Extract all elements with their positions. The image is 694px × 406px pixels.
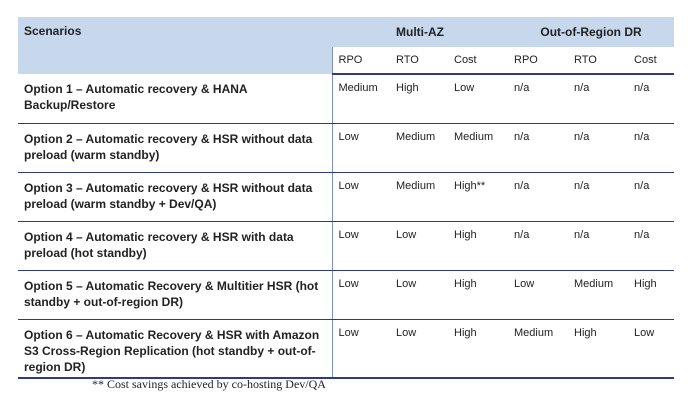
table-cell: n/a — [508, 74, 569, 124]
table-cell: Low — [331, 221, 390, 271]
option-label: Option 3 – Automatic recovery & HSR with… — [18, 172, 332, 222]
table-cell: n/a — [508, 172, 569, 222]
subheader-cost: Cost — [448, 47, 509, 75]
table-cell: Low — [331, 123, 390, 173]
table-cell: Medium — [568, 270, 629, 320]
header-multi-az: Multi-AZ — [332, 17, 509, 47]
header-out-of-region-dr: Out-of-Region DR — [508, 17, 675, 47]
subheader-rpo: RPO — [508, 47, 569, 75]
table-cell: n/a — [628, 172, 675, 222]
table-cell: High — [390, 74, 448, 124]
table-cell: n/a — [568, 172, 629, 222]
table-cell: Low — [628, 319, 675, 379]
subheader-rto: RTO — [568, 47, 629, 75]
table-row: Option 5 – Automatic Recovery & Multitie… — [18, 270, 675, 320]
table-cell: Low — [390, 319, 448, 379]
table-cell: High — [568, 319, 629, 379]
table-cell: Medium — [331, 74, 390, 124]
table-cell: High — [448, 270, 509, 320]
table-row: Option 4 – Automatic recovery & HSR with… — [18, 221, 675, 271]
subheader-rto: RTO — [390, 47, 448, 75]
option-label: Option 2 – Automatic recovery & HSR with… — [18, 123, 332, 173]
table-cell: Medium — [390, 123, 448, 173]
table-row: Option 3 – Automatic recovery & HSR with… — [18, 172, 675, 222]
header-scenarios: Scenarios — [18, 17, 332, 74]
table-cell: High — [448, 319, 509, 379]
table-cell: n/a — [628, 221, 675, 271]
table-cell: Medium — [390, 172, 448, 222]
footnote: ** Cost savings achieved by co-hosting D… — [92, 377, 326, 391]
dr-scenarios-table: Scenarios Multi-AZ Out-of-Region DR RPO … — [18, 17, 675, 379]
table-cell: Low — [508, 270, 569, 320]
table-cell: n/a — [628, 74, 675, 124]
table-row: Option 6 – Automatic Recovery & HSR with… — [18, 319, 675, 379]
option-label: Option 5 – Automatic Recovery & Multitie… — [18, 270, 332, 320]
table-cell: Low — [331, 172, 390, 222]
option-label: Option 6 – Automatic Recovery & HSR with… — [18, 319, 332, 379]
table-cell: High — [448, 221, 509, 271]
option-label: Option 4 – Automatic recovery & HSR with… — [18, 221, 332, 271]
table-cell: Low — [390, 270, 448, 320]
option-label: Option 1 – Automatic recovery & HANA Bac… — [18, 74, 332, 124]
table-cell: Medium — [448, 123, 509, 173]
table-cell: n/a — [628, 123, 675, 173]
table-cell: n/a — [568, 123, 629, 173]
table-cell: n/a — [508, 123, 569, 173]
table-cell: n/a — [568, 221, 629, 271]
table-cell: Low — [448, 74, 509, 124]
subheader-rpo: RPO — [331, 47, 390, 75]
table-cell: n/a — [508, 221, 569, 271]
table-cell: Low — [331, 319, 390, 379]
table-cell: High** — [448, 172, 509, 222]
table-cell: Low — [331, 270, 390, 320]
table-row: Option 1 – Automatic recovery & HANA Bac… — [18, 74, 675, 124]
table-cell: High — [628, 270, 675, 320]
table-cell: Low — [390, 221, 448, 271]
subheader-cost: Cost — [628, 47, 675, 75]
table-cell: n/a — [568, 74, 629, 124]
table-row: Option 2 – Automatic recovery & HSR with… — [18, 123, 675, 173]
table-cell: Medium — [508, 319, 569, 379]
